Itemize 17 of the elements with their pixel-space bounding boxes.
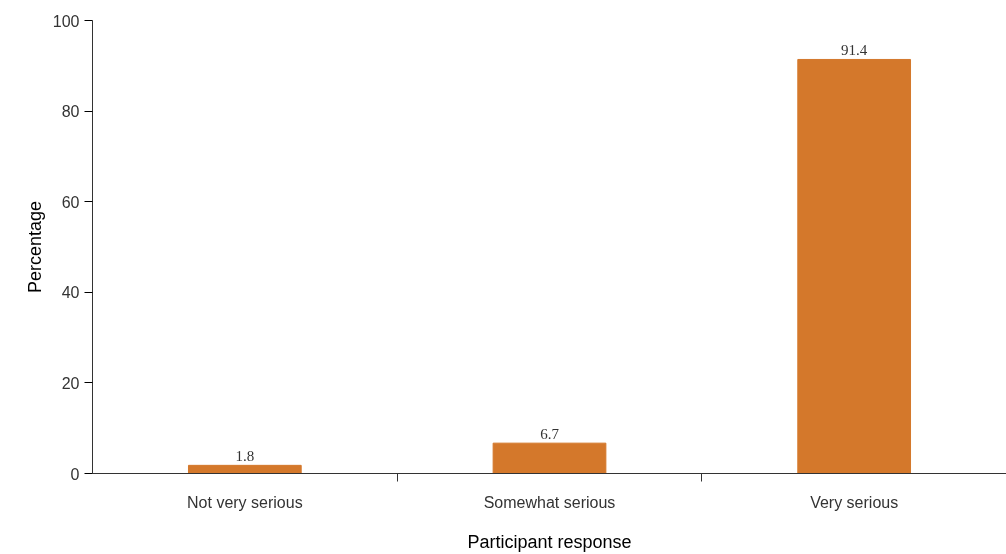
y-tick-label: 40 [61,284,80,302]
y-tick-label: 60 [61,193,80,211]
y-tick-label: 20 [61,374,80,392]
x-tick-label: Somewhat serious [483,493,616,511]
data-label: 91.4 [841,42,868,59]
x-axis-title: Participant response [467,531,632,552]
x-tick-label: Not very serious [187,493,303,511]
y-axis-title: Percentage [24,200,45,294]
y-tick-label: 100 [52,12,80,30]
data-label: 6.7 [540,426,560,443]
x-tick-label: Very serious [810,493,899,511]
bar [797,58,912,474]
bar [492,442,607,474]
y-tick-label: 0 [70,465,80,483]
bar [187,464,302,474]
y-tick-label: 80 [61,103,80,121]
data-label: 1.8 [235,448,255,465]
